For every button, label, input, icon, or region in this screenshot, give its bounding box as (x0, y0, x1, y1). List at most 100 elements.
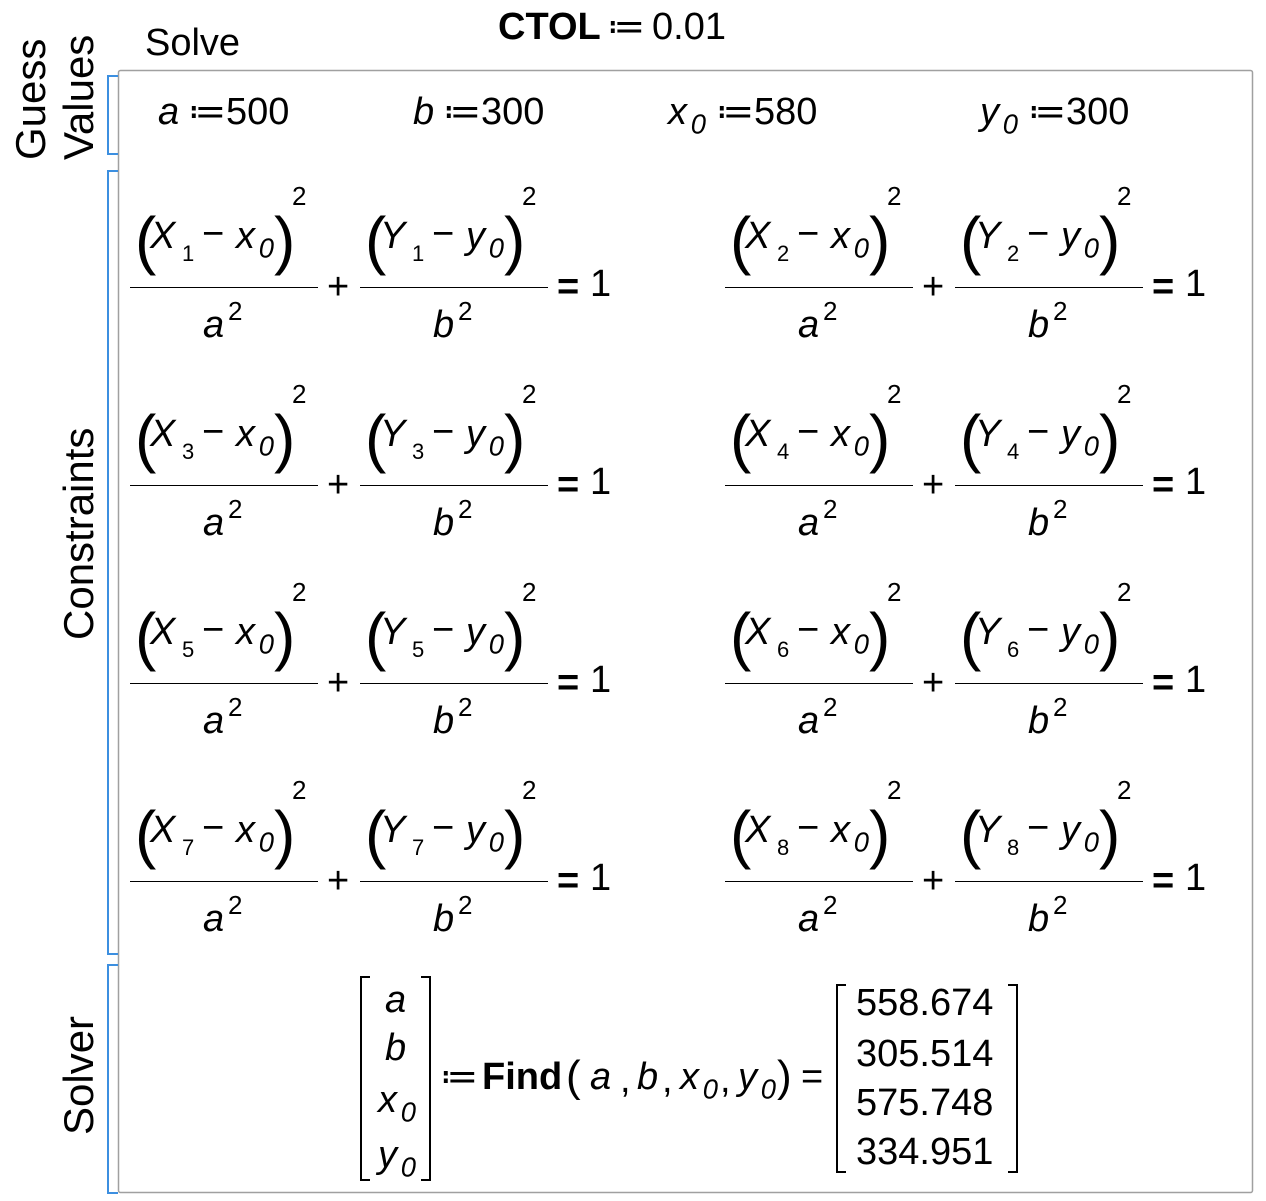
fraction-line (725, 287, 913, 288)
variable: b (433, 502, 455, 544)
variable: X (745, 215, 771, 257)
variable: y (1061, 215, 1080, 257)
paren: ( (730, 600, 752, 672)
subscript: 2 (1007, 241, 1020, 266)
subscript: 0 (1083, 430, 1100, 462)
variable: X (150, 611, 176, 653)
region-label: Solver (55, 1015, 102, 1135)
rhs: 1 (1185, 857, 1207, 899)
fraction-line (955, 881, 1143, 882)
equals: = (1152, 266, 1175, 308)
variable: b (1028, 898, 1050, 940)
subscript: 0 (853, 628, 870, 660)
minus: − (202, 213, 225, 255)
variable: x (831, 611, 850, 653)
define-operator: ≔ (188, 91, 226, 133)
subscript: 0 (1083, 232, 1100, 264)
exponent: 2 (522, 181, 537, 211)
subscript: 8 (1007, 835, 1020, 860)
solver-variable: a (385, 979, 407, 1021)
paren: ( (365, 798, 387, 870)
subscript: 0 (400, 1151, 417, 1183)
paren: ) (869, 798, 891, 870)
paren: ( (960, 204, 982, 276)
variable: Y (380, 809, 406, 851)
variable: b (1028, 502, 1050, 544)
variable: y (738, 1056, 757, 1098)
minus: − (1027, 411, 1050, 453)
equals: = (557, 464, 580, 506)
subscript: 0 (1002, 108, 1019, 140)
variable: x (831, 413, 850, 455)
equals: = (557, 662, 580, 704)
rhs: 1 (1185, 461, 1207, 503)
subscript: 6 (1007, 637, 1020, 662)
guess-variable: b (413, 91, 435, 133)
region-bracket (107, 75, 118, 155)
result-value: 334.951 (856, 1131, 994, 1173)
variable: a (798, 700, 820, 742)
solve-block-frame (117, 69, 1254, 1194)
variable: a (798, 898, 820, 940)
paren: ) (1099, 204, 1121, 276)
exponent: 2 (887, 577, 902, 607)
plus: + (327, 266, 350, 308)
variable: y (466, 413, 485, 455)
variable: y (1061, 413, 1080, 455)
paren: ) (777, 1052, 792, 1101)
equals: = (1152, 662, 1175, 704)
fraction-line (360, 881, 548, 882)
minus: − (432, 213, 455, 255)
variable: x (831, 215, 850, 257)
solver-variable: b (385, 1027, 407, 1069)
exponent: 2 (1117, 379, 1132, 409)
plus: + (922, 662, 945, 704)
variable: a (203, 700, 225, 742)
exponent: 2 (228, 296, 243, 326)
solver-variable: y (378, 1134, 397, 1176)
exponent: 2 (228, 692, 243, 722)
matrix-bracket (836, 984, 1018, 1173)
result-value: 305.514 (856, 1033, 994, 1075)
exponent: 2 (522, 577, 537, 607)
paren: ) (504, 402, 526, 474)
variable: b (1028, 304, 1050, 346)
exponent: 2 (1053, 692, 1068, 722)
minus: − (797, 411, 820, 453)
region-bracket (107, 170, 118, 955)
paren: ) (1099, 600, 1121, 672)
paren: ) (274, 402, 296, 474)
minus: − (432, 609, 455, 651)
subscript: 5 (412, 637, 425, 662)
exponent: 2 (1053, 296, 1068, 326)
paren: ) (504, 204, 526, 276)
subscript: 0 (400, 1096, 417, 1128)
fraction-line (360, 485, 548, 486)
subscript: 4 (1007, 439, 1020, 464)
fraction-line (725, 683, 913, 684)
rhs: 1 (590, 857, 612, 899)
subscript: 8 (777, 835, 790, 860)
subscript: 3 (182, 439, 195, 464)
comma: , (720, 1059, 731, 1101)
rhs: 1 (1185, 659, 1207, 701)
exponent: 2 (823, 890, 838, 920)
rhs: 1 (590, 461, 612, 503)
subscript: 0 (702, 1073, 719, 1105)
subscript: 0 (690, 108, 707, 140)
variable: a (798, 502, 820, 544)
paren: ) (869, 204, 891, 276)
subscript: 1 (412, 241, 425, 266)
variable: X (745, 611, 771, 653)
variable: X (745, 809, 771, 851)
subscript: 2 (777, 241, 790, 266)
variable: a (590, 1056, 612, 1098)
exponent: 2 (458, 296, 473, 326)
paren: ) (504, 600, 526, 672)
fraction-line (955, 683, 1143, 684)
paren: ( (365, 204, 387, 276)
rhs: 1 (1185, 263, 1207, 305)
exponent: 2 (458, 494, 473, 524)
equals: = (1152, 860, 1175, 902)
plus: + (327, 662, 350, 704)
